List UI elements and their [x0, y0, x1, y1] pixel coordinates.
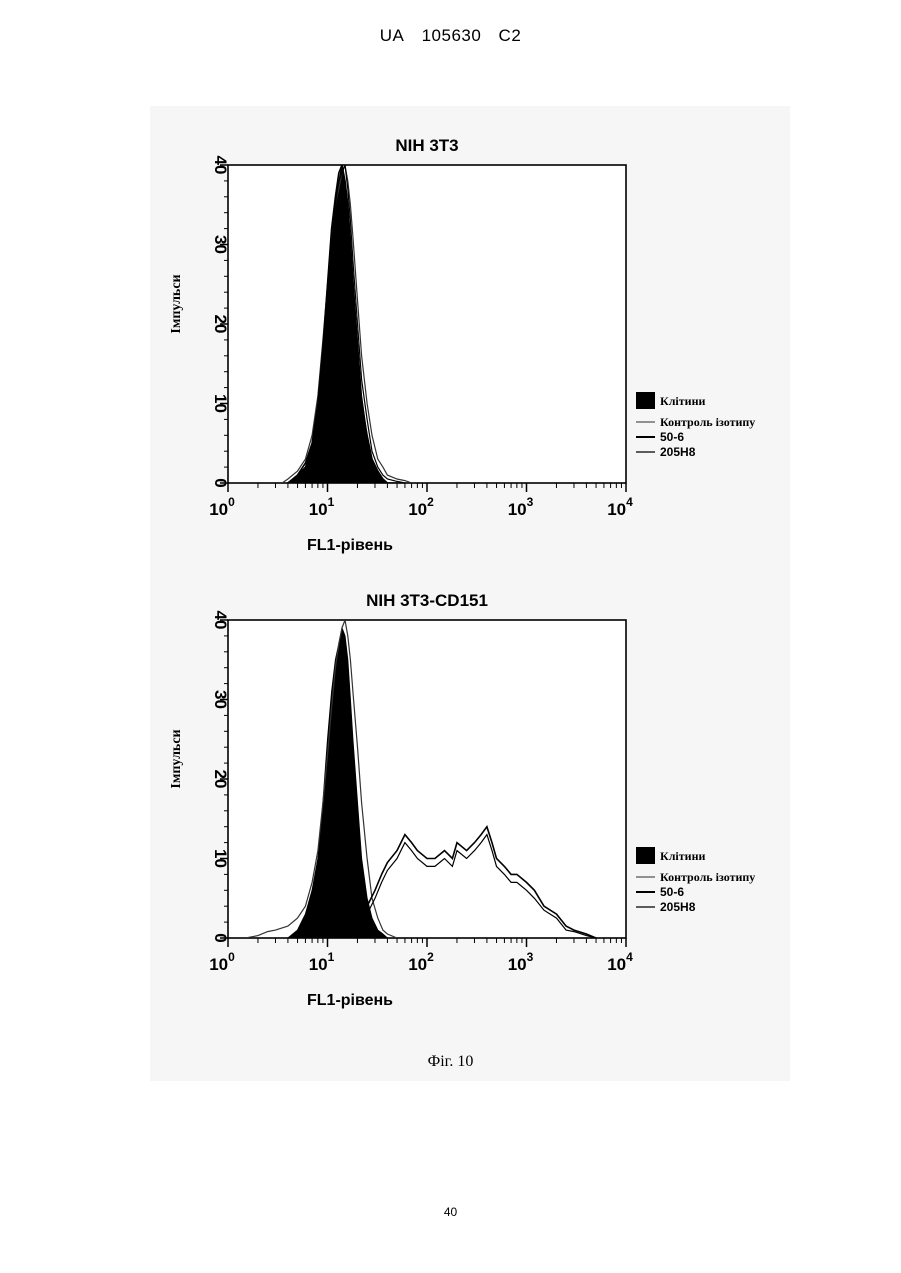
x-tick-label: 104 [607, 495, 633, 519]
header-number: 105630 [422, 26, 482, 45]
legend-label: Клітини [660, 394, 705, 408]
x-tick-exponent: 2 [427, 495, 434, 509]
y-tick-label: 0 [211, 478, 230, 487]
legend-label: 50-6 [660, 885, 684, 899]
header-kind: C2 [499, 26, 522, 45]
patent-header: UA 105630 C2 [0, 26, 901, 46]
x-tick-exponent: 1 [328, 495, 335, 509]
x-axis-label: FL1-рівень [307, 992, 393, 1009]
x-tick-label: 102 [408, 950, 434, 974]
x-tick-label: 101 [309, 950, 335, 974]
x-tick-exponent: 0 [228, 950, 235, 964]
x-tick-exponent: 3 [527, 950, 534, 964]
x-tick-exponent: 3 [527, 495, 534, 509]
x-tick-exponent: 4 [626, 950, 633, 964]
legend-label: 50-6 [660, 430, 684, 444]
header-country: UA [380, 26, 405, 45]
x-tick-exponent: 2 [427, 950, 434, 964]
x-tick-label: 104 [607, 950, 633, 974]
x-tick-base: 10 [209, 500, 228, 519]
y-tick-label: 30 [211, 690, 230, 709]
plot-frame [228, 620, 626, 938]
x-tick-label: 103 [508, 495, 534, 519]
legend-label: Клітини [660, 849, 705, 863]
y-tick-label: 20 [211, 770, 230, 789]
legend-label: 205H8 [660, 445, 696, 459]
x-tick-exponent: 1 [328, 950, 335, 964]
x-tick-base: 10 [408, 500, 427, 519]
y-axis-label: Імпульси [169, 274, 184, 333]
y-tick-label: 40 [211, 156, 230, 175]
legend-label: 205H8 [660, 900, 696, 914]
y-tick-label: 10 [211, 849, 230, 868]
x-tick-base: 10 [309, 955, 328, 974]
page-number: 40 [0, 1205, 901, 1219]
chart-title: NIH 3T3 [395, 136, 458, 155]
histogram-nih-3t3: NIH 3T3010203040100101102103104FL1-рівен… [150, 130, 790, 570]
legend-swatch-filled [636, 392, 655, 409]
y-tick-label: 10 [211, 394, 230, 413]
x-tick-label: 102 [408, 495, 434, 519]
x-tick-base: 10 [607, 500, 626, 519]
x-tick-base: 10 [508, 500, 527, 519]
x-tick-label: 103 [508, 950, 534, 974]
x-tick-base: 10 [408, 955, 427, 974]
chart-title: NIH 3T3-CD151 [366, 591, 488, 610]
x-tick-base: 10 [607, 955, 626, 974]
x-tick-exponent: 0 [228, 495, 235, 509]
x-tick-label: 100 [209, 950, 235, 974]
x-tick-label: 100 [209, 495, 235, 519]
x-axis-label: FL1-рівень [307, 537, 393, 554]
legend-label: Контроль ізотипу [660, 415, 755, 429]
y-tick-label: 0 [211, 933, 230, 942]
plot-frame [228, 165, 626, 483]
figure-caption: Фіг. 10 [0, 1053, 901, 1071]
legend-swatch-filled [636, 847, 655, 864]
x-tick-base: 10 [508, 955, 527, 974]
y-tick-label: 20 [211, 315, 230, 334]
y-tick-label: 30 [211, 235, 230, 254]
y-tick-label: 40 [211, 611, 230, 630]
y-axis-label: Імпульси [169, 729, 184, 788]
x-tick-base: 10 [309, 500, 328, 519]
x-tick-label: 101 [309, 495, 335, 519]
histogram-nih-3t3-cd151: NIH 3T3-CD151010203040100101102103104FL1… [150, 585, 790, 1025]
x-tick-exponent: 4 [626, 495, 633, 509]
legend-label: Контроль ізотипу [660, 870, 755, 884]
x-tick-base: 10 [209, 955, 228, 974]
